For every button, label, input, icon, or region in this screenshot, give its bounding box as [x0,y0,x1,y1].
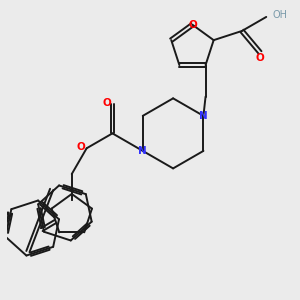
Text: OH: OH [272,10,287,20]
Text: O: O [256,53,264,63]
Text: O: O [102,98,111,107]
Text: O: O [76,142,85,152]
Text: N: N [199,111,208,121]
Text: N: N [138,146,147,156]
Text: O: O [188,20,197,30]
